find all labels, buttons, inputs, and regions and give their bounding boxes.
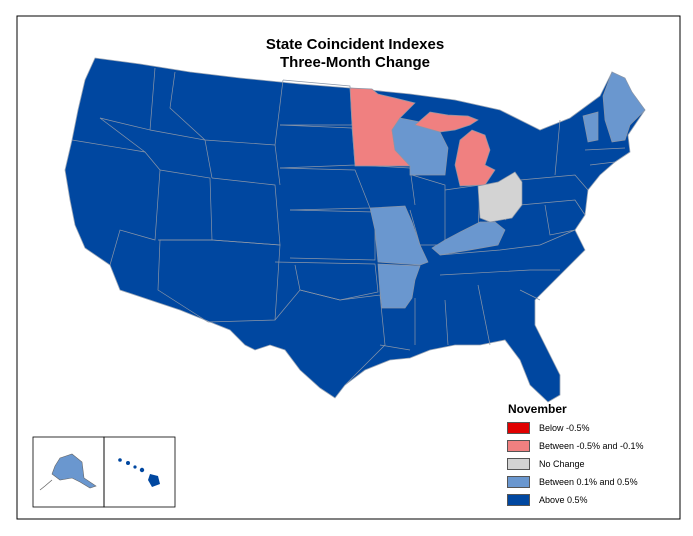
legend-label: Between -0.5% and -0.1% [539, 441, 644, 451]
state-arkansas [377, 263, 421, 309]
state-ohio [477, 171, 523, 223]
legend-swatch [507, 494, 530, 506]
state-missouri [369, 205, 429, 266]
legend-swatch [507, 440, 530, 452]
state-michigan-upper [414, 111, 479, 133]
legend-item-between-neg: Between -0.5% and -0.1% [507, 439, 644, 453]
map-border [16, 15, 681, 520]
map-title: State Coincident Indexes [265, 36, 445, 53]
map-subtitle: Three-Month Change [280, 54, 430, 71]
legend-item-between-pos: Between 0.1% and 0.5% [507, 475, 638, 489]
state-wisconsin [391, 117, 449, 176]
legend-title: November [508, 402, 567, 416]
legend-swatch [507, 422, 530, 434]
legend-item-above: Above 0.5% [507, 493, 588, 507]
legend-item-below: Below -0.5% [507, 421, 590, 435]
legend-label: Above 0.5% [539, 495, 588, 505]
state-kentucky [431, 221, 506, 256]
legend-swatch [507, 458, 530, 470]
state-vermont [582, 111, 599, 143]
legend-swatch [507, 476, 530, 488]
state-hawaii [118, 458, 160, 487]
contiguous-us-base [64, 57, 646, 403]
legend-label: Below -0.5% [539, 423, 590, 433]
legend-item-no-change: No Change [507, 457, 585, 471]
legend-label: Between 0.1% and 0.5% [539, 477, 638, 487]
state-alaska [51, 453, 97, 489]
legend-label: No Change [539, 459, 585, 469]
hawaii-inset-frame [103, 436, 176, 508]
state-maine [602, 71, 646, 143]
alaska-aleutians [39, 479, 53, 491]
state-michigan-lower [454, 129, 496, 187]
